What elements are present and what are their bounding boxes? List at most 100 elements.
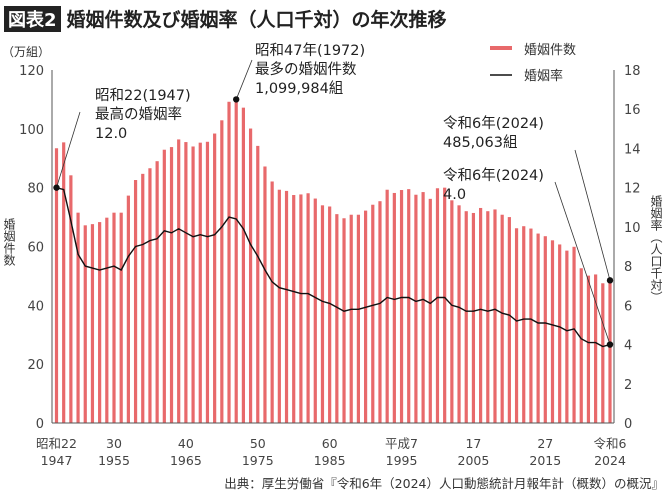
left-tick-label: 100 bbox=[19, 123, 44, 138]
x-tick-year: 1947 bbox=[41, 453, 73, 468]
bar-2019 bbox=[572, 246, 576, 423]
x-tick-year: 1995 bbox=[386, 453, 418, 468]
bar-2014 bbox=[536, 233, 540, 423]
chart-title: 図表2 婚姻件数及び婚姻率（人口千対）の年次推移 bbox=[4, 5, 447, 32]
bar-1974 bbox=[248, 128, 253, 423]
x-tick-era: 令和6 bbox=[594, 436, 627, 451]
bar-1960 bbox=[148, 168, 152, 423]
right-tick-labels: 0 2 4 6 8 10 12 14 16 18 bbox=[624, 64, 641, 432]
bar-2006 bbox=[479, 207, 483, 423]
legend-bar-swatch bbox=[490, 46, 512, 50]
bar-1961 bbox=[155, 161, 159, 424]
bar-1992 bbox=[378, 201, 382, 423]
bar-2008 bbox=[493, 209, 497, 423]
bar-1952 bbox=[90, 224, 95, 423]
bar-1985 bbox=[328, 206, 332, 423]
source-note: 出典：厚生労働省『令和6年（2024）人口動態統計月報年計（概数）の概況』 bbox=[224, 476, 664, 491]
bar-2003 bbox=[457, 205, 461, 423]
x-tick-era: 昭和22 bbox=[36, 436, 77, 451]
right-tick-label: 2 bbox=[624, 378, 632, 393]
bar-1963 bbox=[169, 147, 174, 424]
right-tick-label: 10 bbox=[624, 221, 641, 236]
x-tick-era: 17 bbox=[465, 436, 481, 451]
bar-1958 bbox=[133, 180, 138, 423]
legend-label-marriages: 婚姻件数 bbox=[524, 43, 576, 58]
bar-1966 bbox=[191, 146, 195, 423]
x-tick-year: 1965 bbox=[170, 453, 202, 468]
right-tick-label: 12 bbox=[624, 182, 641, 197]
bar-1994 bbox=[392, 192, 396, 423]
bar-1965 bbox=[184, 142, 188, 423]
bar-1964 bbox=[177, 139, 181, 423]
bar-1982 bbox=[306, 193, 310, 423]
bar-series bbox=[54, 99, 612, 424]
bar-1995 bbox=[399, 190, 404, 423]
bar-2004 bbox=[464, 211, 468, 423]
bar-1984 bbox=[320, 205, 325, 423]
bar-2022 bbox=[594, 274, 598, 423]
bar-1975 bbox=[256, 145, 260, 423]
bar-1971 bbox=[227, 101, 231, 424]
bar-2007 bbox=[486, 211, 490, 423]
left-tick-labels: 0 20 40 60 80 100 120 bbox=[19, 64, 44, 432]
bar-2011 bbox=[514, 228, 519, 423]
bar-2018 bbox=[565, 250, 569, 423]
bar-1950 bbox=[76, 212, 80, 423]
bar-1993 bbox=[385, 189, 389, 423]
x-tick-year: 2005 bbox=[458, 453, 490, 468]
bar-1977 bbox=[270, 181, 274, 423]
x-tick-labels: 昭和22 1947 30 1955 40 1965 50 1975 60 1985 平成7 1995 1… bbox=[36, 436, 626, 468]
bar-1980 bbox=[292, 195, 296, 423]
annotation-dot bbox=[606, 277, 614, 284]
figure-badge: 図表2 bbox=[4, 5, 61, 32]
annotation-dot bbox=[606, 341, 614, 348]
annotation-text: 485,063組 bbox=[443, 134, 517, 151]
bar-1991 bbox=[371, 204, 375, 423]
bar-2005 bbox=[471, 212, 476, 423]
bar-1986 bbox=[335, 214, 339, 423]
bar-2020 bbox=[579, 268, 583, 423]
bar-1954 bbox=[105, 217, 109, 423]
right-tick-label: 0 bbox=[624, 417, 632, 432]
bar-1998 bbox=[421, 192, 425, 423]
x-tick-era: 平成7 bbox=[385, 436, 418, 451]
x-tick-year: 1975 bbox=[242, 453, 274, 468]
annotation-dot bbox=[233, 96, 240, 103]
bar-1959 bbox=[141, 173, 145, 423]
bar-1988 bbox=[349, 214, 353, 423]
bar-1957 bbox=[126, 195, 130, 423]
bar-2009 bbox=[500, 214, 504, 423]
right-axis-title: 婚姻率（人口千対） bbox=[649, 195, 663, 303]
bar-1976 bbox=[263, 166, 267, 423]
annotation-leader-line bbox=[574, 149, 611, 281]
annotations: 昭和22(1947) 最高の婚姻率 12.0 昭和47年(1972) 最多の婚姻件数 1,… bbox=[53, 42, 614, 348]
bar-1987 bbox=[342, 218, 346, 423]
bar-2023 bbox=[601, 283, 605, 423]
annotation-text: 昭和22(1947) bbox=[95, 87, 191, 104]
right-tick-label: 4 bbox=[624, 339, 632, 354]
left-axis-title: 婚姻件数 bbox=[2, 218, 16, 267]
annotation-text: 1,099,984組 bbox=[255, 80, 343, 97]
annotation-text: 昭和47年(1972) bbox=[255, 42, 365, 59]
right-tick-label: 16 bbox=[624, 103, 641, 118]
left-tick-label: 40 bbox=[27, 299, 44, 314]
bar-1956 bbox=[119, 212, 123, 423]
bar-1955 bbox=[112, 212, 116, 423]
annotation-leader-line bbox=[56, 111, 81, 188]
annotation-leader-line bbox=[554, 181, 611, 345]
bar-2013 bbox=[529, 228, 533, 423]
bar-1999 bbox=[428, 198, 432, 423]
bar-1996 bbox=[407, 189, 411, 423]
bar-1948 bbox=[62, 142, 66, 424]
bar-2021 bbox=[586, 275, 591, 423]
bar-1979 bbox=[284, 190, 289, 423]
bar-2002 bbox=[450, 200, 454, 423]
right-tick-label: 8 bbox=[624, 260, 632, 275]
left-tick-label: 60 bbox=[27, 241, 44, 256]
right-tick-label: 6 bbox=[624, 299, 632, 314]
bar-2000 bbox=[435, 188, 440, 423]
bar-2017 bbox=[558, 244, 562, 423]
title-text: 婚姻件数及び婚姻率（人口千対）の年次推移 bbox=[66, 9, 447, 31]
